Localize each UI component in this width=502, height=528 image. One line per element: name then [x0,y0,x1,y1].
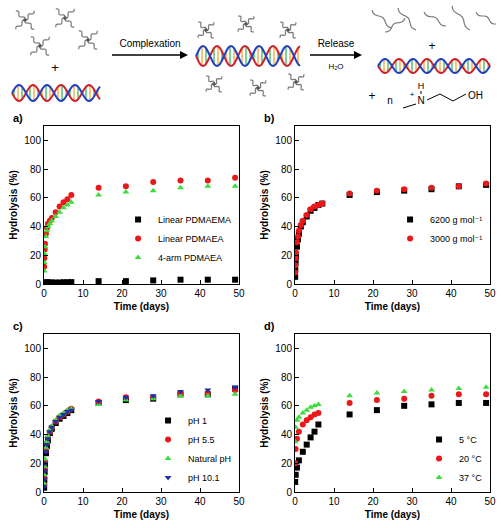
svg-text:N: N [417,95,424,106]
svg-text:60: 60 [281,192,293,203]
svg-text:80: 80 [30,372,42,383]
svg-text:Release: Release [318,38,355,49]
svg-text:+: + [368,89,375,103]
svg-text:pH 1: pH 1 [188,416,207,426]
svg-text:Linear PDMAEA: Linear PDMAEA [158,234,224,244]
svg-text:30: 30 [155,288,167,299]
svg-text:+: + [51,60,59,75]
svg-text:40: 40 [281,221,293,232]
svg-text:0: 0 [286,487,292,498]
svg-text:80: 80 [281,164,293,175]
svg-text:H: H [418,81,425,91]
svg-text:0: 0 [35,279,41,290]
svg-text:20: 20 [30,458,42,469]
svg-text:0: 0 [35,487,41,498]
svg-text:Hydrolysis (%): Hydrolysis (%) [8,378,19,447]
svg-text:+: + [428,39,435,53]
svg-text:40: 40 [30,429,42,440]
svg-text:60: 60 [30,400,42,411]
svg-text:60: 60 [30,192,42,203]
svg-text:100: 100 [275,135,292,146]
svg-text:80: 80 [281,372,293,383]
svg-text:100: 100 [24,135,41,146]
svg-text:50: 50 [233,288,245,299]
svg-text:d): d) [264,320,275,332]
svg-text:30: 30 [406,496,418,507]
svg-text:20: 20 [367,496,379,507]
svg-text:pH 5.5: pH 5.5 [188,435,215,445]
svg-text:10: 10 [77,288,89,299]
svg-text:Time (days): Time (days) [365,301,420,312]
svg-text:50: 50 [233,496,245,507]
svg-text:b): b) [264,112,275,124]
svg-text:40: 40 [445,496,457,507]
svg-text:OH: OH [468,90,483,101]
svg-text:0: 0 [286,279,292,290]
svg-text:Linear PDMAEMA: Linear PDMAEMA [158,215,231,225]
svg-text:Time (days): Time (days) [114,301,169,312]
svg-text:Complexation: Complexation [119,38,180,49]
svg-text:0: 0 [41,496,47,507]
svg-text:60: 60 [281,400,293,411]
svg-text:3000 g mol⁻¹: 3000 g mol⁻¹ [430,234,482,244]
svg-text:30: 30 [155,496,167,507]
svg-text:5 °C: 5 °C [459,435,477,445]
svg-text:a): a) [13,112,23,124]
svg-text:40: 40 [281,429,293,440]
svg-text:pH 10.1: pH 10.1 [188,473,220,483]
svg-text:0: 0 [41,288,47,299]
svg-text:100: 100 [24,343,41,354]
svg-text:37 °C: 37 °C [459,473,482,483]
svg-text:20: 20 [30,250,42,261]
svg-text:30: 30 [406,288,418,299]
svg-text:20 °C: 20 °C [459,454,482,464]
svg-text:40: 40 [194,496,206,507]
svg-text:Hydrolysis (%): Hydrolysis (%) [8,170,19,239]
svg-text:Time (days): Time (days) [114,509,169,520]
svg-text:20: 20 [281,250,293,261]
svg-text:+: + [410,90,415,99]
svg-text:0: 0 [292,288,298,299]
svg-text:50: 50 [484,496,496,507]
svg-text:80: 80 [30,164,42,175]
svg-text:40: 40 [30,221,42,232]
svg-text:10: 10 [328,288,340,299]
svg-text:20: 20 [281,458,293,469]
svg-text:Hydrolysis (%): Hydrolysis (%) [259,378,270,447]
svg-text:Hydrolysis (%): Hydrolysis (%) [259,170,270,239]
svg-text:Natural pH: Natural pH [188,454,231,464]
svg-text:10: 10 [77,496,89,507]
svg-text:40: 40 [194,288,206,299]
svg-text:6200 g mol⁻¹: 6200 g mol⁻¹ [430,215,482,225]
svg-text:4-arm PDMAEA: 4-arm PDMAEA [158,253,222,263]
svg-text:50: 50 [484,288,496,299]
svg-text:20: 20 [367,288,379,299]
svg-text:20: 20 [116,496,128,507]
svg-text:10: 10 [328,496,340,507]
svg-text:40: 40 [445,288,457,299]
svg-text:0: 0 [292,496,298,507]
svg-text:n: n [387,95,393,106]
svg-text:c): c) [13,320,23,332]
svg-text:Time (days): Time (days) [365,509,420,520]
svg-text:20: 20 [116,288,128,299]
svg-text:100: 100 [275,343,292,354]
svg-text:H₂O: H₂O [328,62,343,71]
